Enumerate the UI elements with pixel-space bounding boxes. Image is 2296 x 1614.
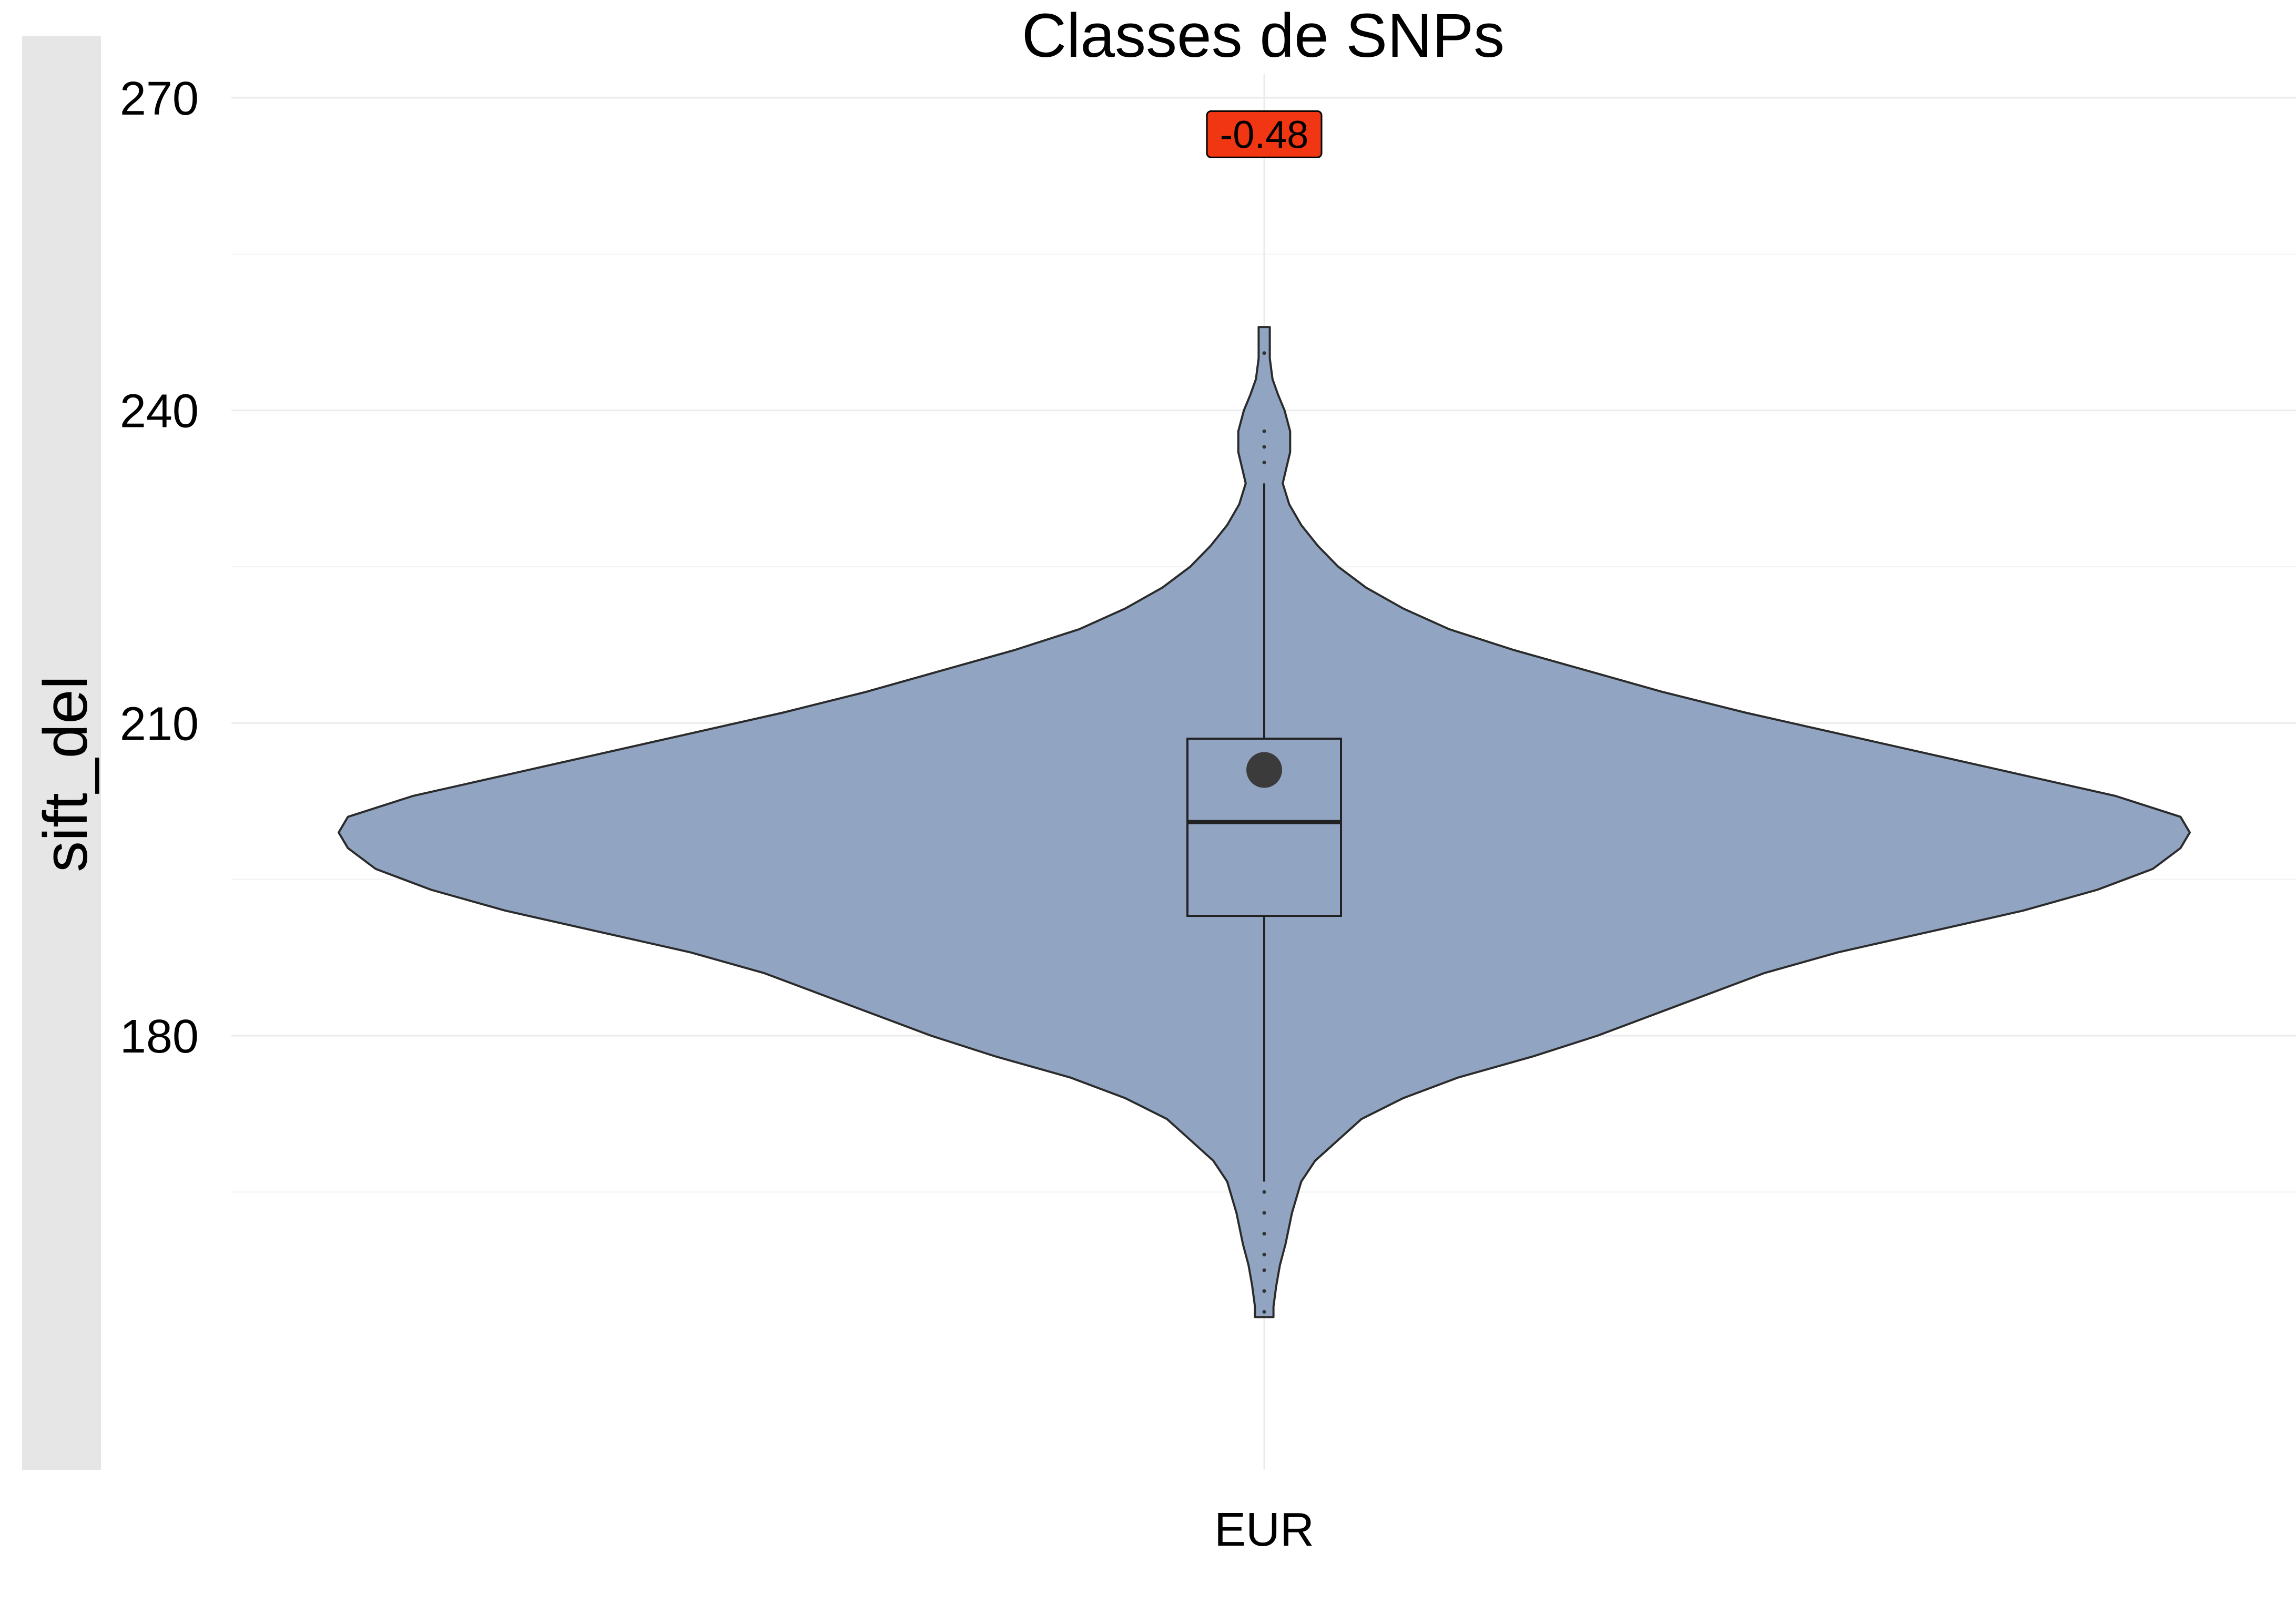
outlier-point (1262, 351, 1266, 355)
y-axis-label: sift_del (31, 676, 100, 872)
outlier-point (1262, 461, 1266, 465)
annotation-layer: -0.48 (1206, 110, 1323, 158)
outlier-point (1262, 445, 1266, 449)
outlier-point (1262, 1232, 1266, 1236)
y-tick-label: 240 (120, 385, 199, 438)
y-axis-ticks: 180 210 240 270 (120, 73, 199, 1063)
annotation-label-box (1206, 110, 1323, 158)
annotation-label-text: -0.48 (1220, 113, 1309, 156)
y-tick-label: 180 (120, 1010, 199, 1063)
outlier-point (1262, 1289, 1266, 1293)
outlier-point (1262, 1252, 1266, 1257)
chart-title: Classes de SNPs (1022, 1, 1505, 70)
y-axis-strip (22, 36, 101, 1470)
outlier-point (1262, 1190, 1266, 1194)
outlier-point (1262, 429, 1266, 433)
outlier-point (1262, 1211, 1266, 1215)
x-tick-label: EUR (1214, 1504, 1314, 1556)
mean-point (1246, 752, 1282, 788)
y-tick-label: 270 (120, 73, 199, 125)
y-tick-label: 210 (120, 698, 199, 750)
outlier-point (1262, 1268, 1266, 1272)
outlier-point (1262, 1310, 1266, 1314)
boxplot-layer (1186, 351, 1342, 1314)
